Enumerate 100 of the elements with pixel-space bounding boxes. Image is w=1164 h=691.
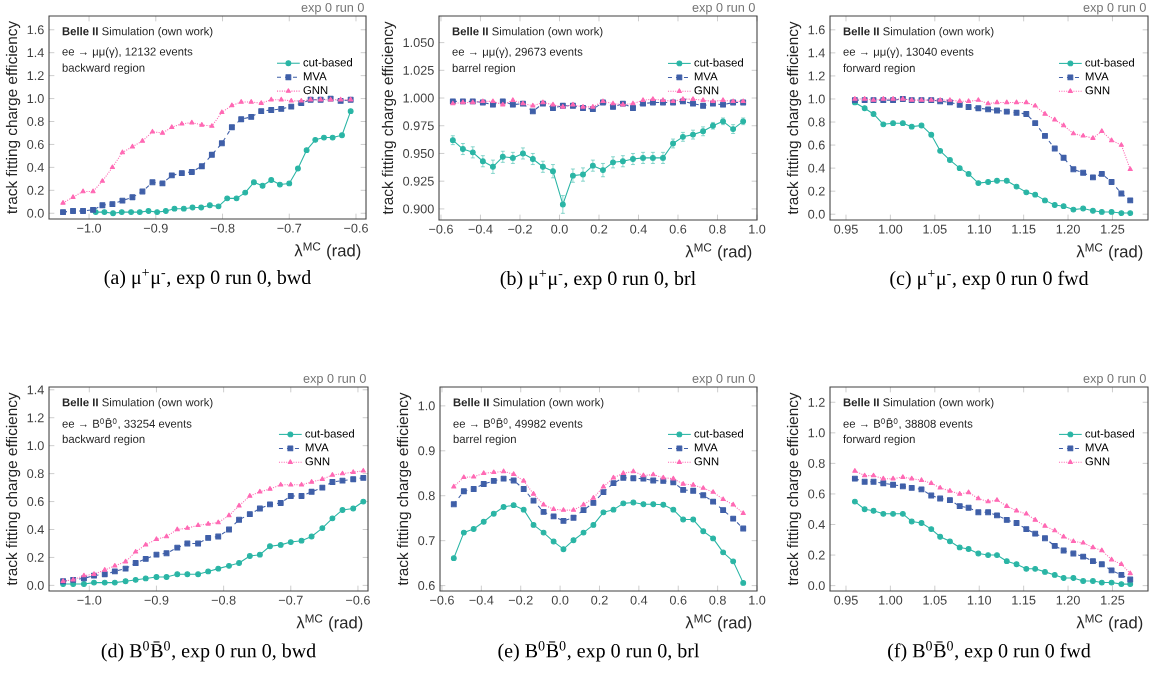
x-tick-label: −0.6 bbox=[429, 224, 453, 234]
legend-label: GNN bbox=[694, 86, 719, 95]
y-tick-label: 1.6 bbox=[808, 25, 825, 35]
x-tick-label: 0.2 bbox=[590, 224, 608, 234]
x-tick-label: 1.20 bbox=[1056, 224, 1080, 234]
text: exp 0 run 0 bbox=[692, 2, 755, 15]
annotation: backward region bbox=[62, 434, 145, 446]
y-tick-label: 1.050 bbox=[403, 38, 434, 48]
x-tick-label: −0.4 bbox=[468, 224, 493, 234]
y-tick-label: 0.0 bbox=[27, 580, 44, 590]
x-tick-label: −0.7 bbox=[278, 595, 303, 605]
legend-label: GNN bbox=[305, 457, 330, 466]
x-tick-label: −1.0 bbox=[77, 223, 102, 233]
y-tick-label: 0.8 bbox=[418, 491, 435, 501]
legend-label: cut-based bbox=[1085, 58, 1134, 67]
y-tick-label: 0.6 bbox=[27, 497, 44, 507]
y-tick-label: 1.4 bbox=[27, 385, 44, 395]
y-tick-label: 0.2 bbox=[808, 550, 825, 560]
text: exp 0 run 0 bbox=[1083, 2, 1146, 15]
legend-label: cut-based bbox=[1085, 429, 1134, 438]
y-tick-label: 1.0 bbox=[418, 401, 435, 411]
x-tick-label: 0.8 bbox=[709, 595, 726, 605]
y-axis-title: track fitting charge efficiency bbox=[5, 20, 21, 214]
text: exp 0 run 0 bbox=[303, 373, 366, 386]
y-tick-label: 0.2 bbox=[27, 552, 44, 562]
x-tick-label: −0.9 bbox=[143, 223, 168, 233]
x-tick-label: 0.6 bbox=[669, 224, 687, 234]
y-tick-label: 0.2 bbox=[808, 186, 825, 196]
y-tick-label: 0.4 bbox=[27, 162, 44, 172]
y-tick-label: 0.4 bbox=[808, 163, 825, 173]
y-tick-label: 1.0 bbox=[27, 94, 44, 104]
legend-label: GNN bbox=[1085, 86, 1110, 95]
legend-label: MVA bbox=[694, 443, 718, 452]
legend-label: cut-based bbox=[694, 58, 743, 67]
text: exp 0 run 0 bbox=[1083, 373, 1146, 386]
x-tick-label: 0.0 bbox=[551, 595, 569, 605]
text: (b) μ$^{+}$μ$^{-}$, exp 0 run 0, brl bbox=[500, 270, 696, 290]
y-tick-label: 0.4 bbox=[808, 520, 825, 529]
x-tick-label: 0.95 bbox=[834, 224, 858, 234]
y-tick-label: 0.975 bbox=[403, 121, 434, 131]
legend-label: GNN bbox=[1085, 457, 1110, 466]
x-tick-label: −0.6 bbox=[344, 223, 368, 233]
annotation: ee → B$^{0}$B̄$^{0}$, 49982 events bbox=[453, 418, 583, 430]
y-tick-label: 0.2 bbox=[27, 185, 44, 195]
x-tick-label: 0.4 bbox=[630, 224, 647, 234]
text: (a) μ$^{+}$μ$^{-}$, exp 0 run 0, bwd bbox=[104, 269, 312, 289]
x-tick-label: 1.25 bbox=[1101, 595, 1125, 605]
x-tick-label: −0.8 bbox=[211, 595, 236, 605]
x-tick-label: 1.10 bbox=[967, 224, 992, 234]
y-tick-label: 0.0 bbox=[27, 208, 44, 218]
annotation: ee → μμ(γ), 13040 events bbox=[843, 47, 974, 58]
legend-label: MVA bbox=[303, 72, 327, 81]
text: (e) B$^{0}$B̄$^{0}$, exp 0 run 0, brl bbox=[498, 641, 700, 662]
legend-label: cut-based bbox=[303, 58, 353, 67]
y-tick-label: 0.925 bbox=[403, 176, 434, 186]
legend-label: MVA bbox=[1085, 72, 1109, 81]
y-tick-label: 0.8 bbox=[27, 469, 44, 479]
y-tick-label: 0.9 bbox=[418, 446, 435, 456]
y-tick-label: 0.6 bbox=[808, 140, 825, 150]
x-tick-label: 1.05 bbox=[923, 595, 947, 605]
annotation: Belle II Simulation (own work) bbox=[453, 398, 604, 409]
y-tick-label: 1.6 bbox=[27, 25, 44, 35]
text: (c) μ$^{+}$μ$^{-}$, exp 0 run 0 fwd bbox=[890, 270, 1089, 290]
y-tick-label: 0.7 bbox=[418, 536, 435, 546]
x-tick-label: 0.0 bbox=[551, 224, 568, 234]
y-tick-label: 0.8 bbox=[808, 117, 825, 127]
y-tick-label: 0.6 bbox=[27, 139, 44, 149]
y-tick-label: 0.8 bbox=[808, 458, 825, 468]
y-tick-label: 0.8 bbox=[27, 117, 44, 126]
y-tick-label: 0.4 bbox=[27, 525, 44, 534]
legend-label: GNN bbox=[303, 86, 328, 95]
x-tick-label: 0.95 bbox=[834, 595, 858, 605]
y-tick-label: 1.0 bbox=[808, 94, 825, 104]
x-tick-label: 0.2 bbox=[591, 595, 608, 605]
y-tick-label: 1.0 bbox=[808, 428, 825, 438]
x-axis-title: λ$^{MC}$ (rad) bbox=[1076, 243, 1143, 261]
x-tick-label: 1.0 bbox=[749, 224, 766, 234]
annotation: barrel region bbox=[453, 434, 516, 446]
annotation: ee → μμ(γ), 29673 events bbox=[452, 47, 583, 58]
x-tick-label: −0.8 bbox=[210, 223, 235, 233]
x-tick-label: 0.4 bbox=[630, 595, 648, 605]
text: exp 0 run 0 bbox=[692, 373, 755, 386]
x-tick-label: 1.10 bbox=[967, 595, 992, 605]
annotation: Belle II Simulation (own work) bbox=[843, 27, 994, 38]
y-tick-label: 0.6 bbox=[808, 489, 825, 499]
x-tick-label: 0.8 bbox=[709, 224, 726, 234]
x-tick-label: −0.4 bbox=[469, 595, 494, 605]
x-tick-label: −0.2 bbox=[508, 595, 533, 605]
annotation: forward region bbox=[843, 434, 915, 446]
y-axis-title: track fitting charge efficiency bbox=[396, 392, 412, 586]
x-tick-label: −0.2 bbox=[508, 224, 532, 234]
annotation: Belle II Simulation (own work) bbox=[452, 27, 603, 38]
x-tick-label: −0.6 bbox=[430, 595, 454, 605]
y-tick-label: 1.4 bbox=[27, 48, 44, 58]
x-tick-label: 0.6 bbox=[669, 595, 687, 605]
text: (d) B$^{0}$B̄$^{0}$, exp 0 run 0, bwd bbox=[101, 641, 316, 662]
y-tick-label: 1.025 bbox=[403, 65, 434, 75]
y-tick-label: 0.6 bbox=[418, 581, 435, 591]
annotation: Belle II Simulation (own work) bbox=[843, 398, 994, 409]
x-axis-title: λ$^{MC}$ (rad) bbox=[685, 243, 752, 261]
